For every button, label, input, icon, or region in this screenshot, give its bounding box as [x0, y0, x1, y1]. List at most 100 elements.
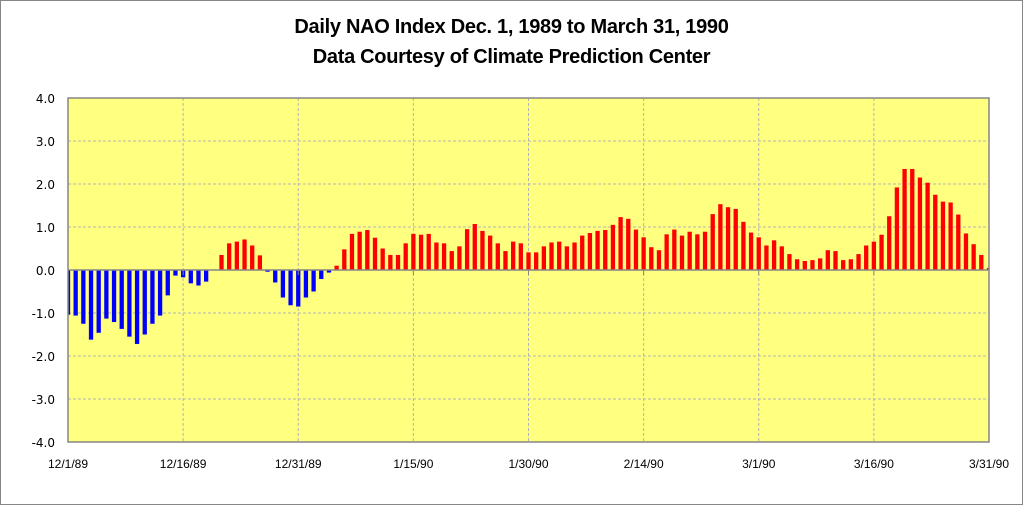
y-tick-label: -2.0	[32, 350, 55, 364]
bar-day-62	[534, 252, 539, 270]
bar-day-110	[902, 168, 907, 270]
y-tick-label: 0.0	[36, 264, 55, 278]
bar-day-104	[856, 254, 861, 270]
bar-day-29	[280, 270, 286, 298]
bar-day-2	[73, 270, 78, 316]
bar-day-1	[68, 270, 71, 315]
bar-day-56	[487, 235, 493, 270]
bar-day-115	[940, 201, 946, 270]
bar-day-37	[342, 249, 347, 270]
bar-day-96	[794, 259, 800, 270]
bar-day-47	[418, 234, 424, 270]
bar-day-44	[395, 254, 401, 270]
bar-day-109	[894, 187, 900, 270]
x-tick-label: 12/1/89	[48, 457, 88, 471]
bar-day-61	[526, 252, 531, 270]
bar-day-85	[710, 214, 715, 270]
y-tick-label: -4.0	[32, 436, 55, 450]
bar-day-84	[702, 231, 708, 270]
bar-day-121	[986, 267, 989, 270]
bar-day-87	[725, 207, 731, 270]
bar-day-73	[618, 217, 623, 270]
bar-day-90	[748, 232, 754, 270]
bar-day-114	[933, 194, 938, 270]
bar-day-3	[81, 270, 86, 324]
bar-day-5	[96, 270, 101, 333]
bar-day-13	[157, 270, 163, 316]
bar-day-88	[733, 208, 738, 270]
bar-day-6	[104, 270, 109, 319]
bar-day-118	[963, 233, 969, 270]
bar-day-24	[242, 239, 247, 270]
bar-day-106	[871, 241, 877, 270]
bar-day-19	[204, 270, 209, 282]
bar-day-50	[441, 243, 447, 270]
bar-day-113	[925, 182, 930, 270]
bar-day-94	[779, 246, 784, 270]
bar-day-89	[741, 221, 746, 270]
bar-day-98	[810, 260, 815, 270]
bar-day-70	[595, 230, 600, 270]
x-tick-label: 3/16/90	[854, 457, 894, 471]
bar-day-99	[818, 258, 823, 270]
bar-day-72	[610, 224, 616, 270]
bar-day-22	[227, 243, 232, 270]
bar-day-10	[134, 270, 140, 344]
bar-day-34	[319, 270, 324, 280]
y-tick-label: -3.0	[32, 393, 55, 407]
bar-day-38	[349, 233, 355, 270]
bar-day-59	[511, 241, 516, 270]
bar-day-26	[257, 255, 263, 270]
bar-day-97	[802, 260, 807, 270]
bar-day-41	[372, 237, 378, 270]
y-tick-label: 3.0	[36, 135, 55, 149]
gridlines	[68, 98, 989, 442]
bar-day-119	[971, 244, 976, 270]
bar-day-36	[334, 265, 339, 270]
bar-day-86	[718, 204, 723, 270]
bar-day-67	[572, 242, 577, 270]
bar-day-100	[825, 250, 830, 270]
x-tick-label: 1/15/90	[393, 457, 433, 471]
bar-day-23	[234, 241, 239, 270]
y-tick-label: 4.0	[36, 92, 55, 106]
bar-day-69	[587, 233, 593, 270]
bar-day-117	[956, 214, 961, 270]
bar-day-93	[771, 240, 777, 270]
x-tick-label: 1/30/90	[508, 457, 548, 471]
bar-day-103	[848, 259, 853, 270]
bar-day-95	[787, 254, 792, 270]
bar-day-9	[127, 270, 132, 337]
bar-day-76	[641, 237, 646, 270]
y-tick-label: -1.0	[32, 307, 55, 321]
bar-day-15	[173, 270, 178, 276]
x-tick-label: 12/31/89	[275, 457, 322, 471]
bar-day-120	[979, 254, 984, 270]
bar-day-81	[679, 235, 685, 270]
bar-day-45	[403, 243, 408, 270]
bar-day-105	[864, 245, 869, 270]
chart-title: Daily NAO Index Dec. 1, 1989 to March 31…	[294, 16, 729, 38]
bar-day-101	[833, 251, 838, 270]
bar-day-31	[296, 270, 301, 307]
x-axis-ticks: 12/1/89 12/16/89 12/31/89 1/15/90 1/30/90 2/1…	[48, 457, 1009, 471]
bar-day-25	[250, 245, 255, 270]
bar-day-42	[380, 248, 385, 270]
bar-day-91	[756, 237, 761, 270]
bar-day-53	[464, 229, 470, 270]
bar-day-7	[111, 270, 117, 323]
bar-day-116	[948, 202, 953, 270]
chart-subtitle: Data Courtesy of Climate Prediction Cent…	[312, 46, 711, 68]
bar-day-112	[917, 177, 923, 270]
bar-day-12	[150, 270, 155, 324]
x-tick-label: 12/16/89	[160, 457, 207, 471]
bars	[68, 168, 989, 344]
bar-day-55	[480, 230, 485, 270]
bar-day-39	[357, 231, 362, 270]
x-tick-label: 3/1/90	[742, 457, 776, 471]
bar-day-48	[426, 233, 431, 270]
bar-day-75	[633, 229, 639, 270]
bar-day-35	[326, 270, 332, 273]
bar-day-71	[603, 230, 608, 270]
